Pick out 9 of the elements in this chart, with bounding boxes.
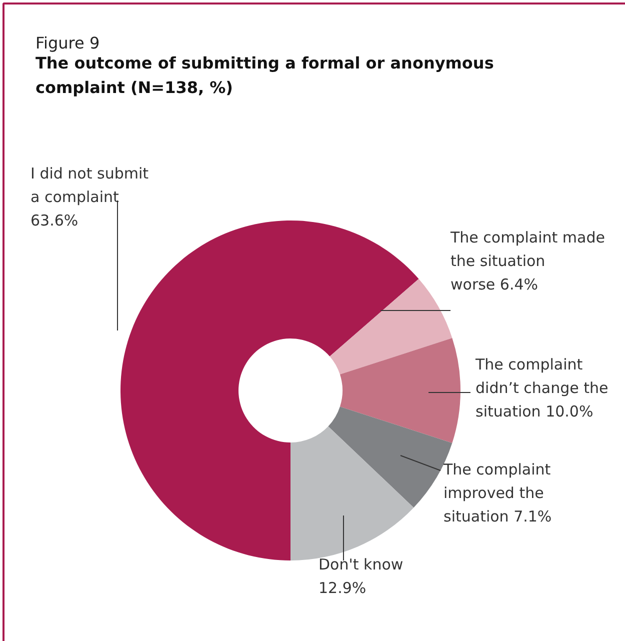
data-label: 12.9% — [318, 578, 366, 597]
chart-title: The outcome of submitting a formal or anonymous complaint (N=138, %) — [36, 54, 494, 98]
slice-label: The complaint made the situation worse 6.4% — [450, 228, 605, 294]
slice-label: Don't know — [318, 556, 404, 574]
slice-label: I did not submit a complaint — [30, 164, 149, 206]
slice-label: The complaint improved the situation 7.1% — [442, 460, 552, 526]
chart-subtitle: Figure 9 — [36, 34, 100, 52]
data-label: 63.6% — [30, 211, 78, 230]
slice-label: The complaint didn’t change the situation 10.0% — [474, 356, 608, 420]
